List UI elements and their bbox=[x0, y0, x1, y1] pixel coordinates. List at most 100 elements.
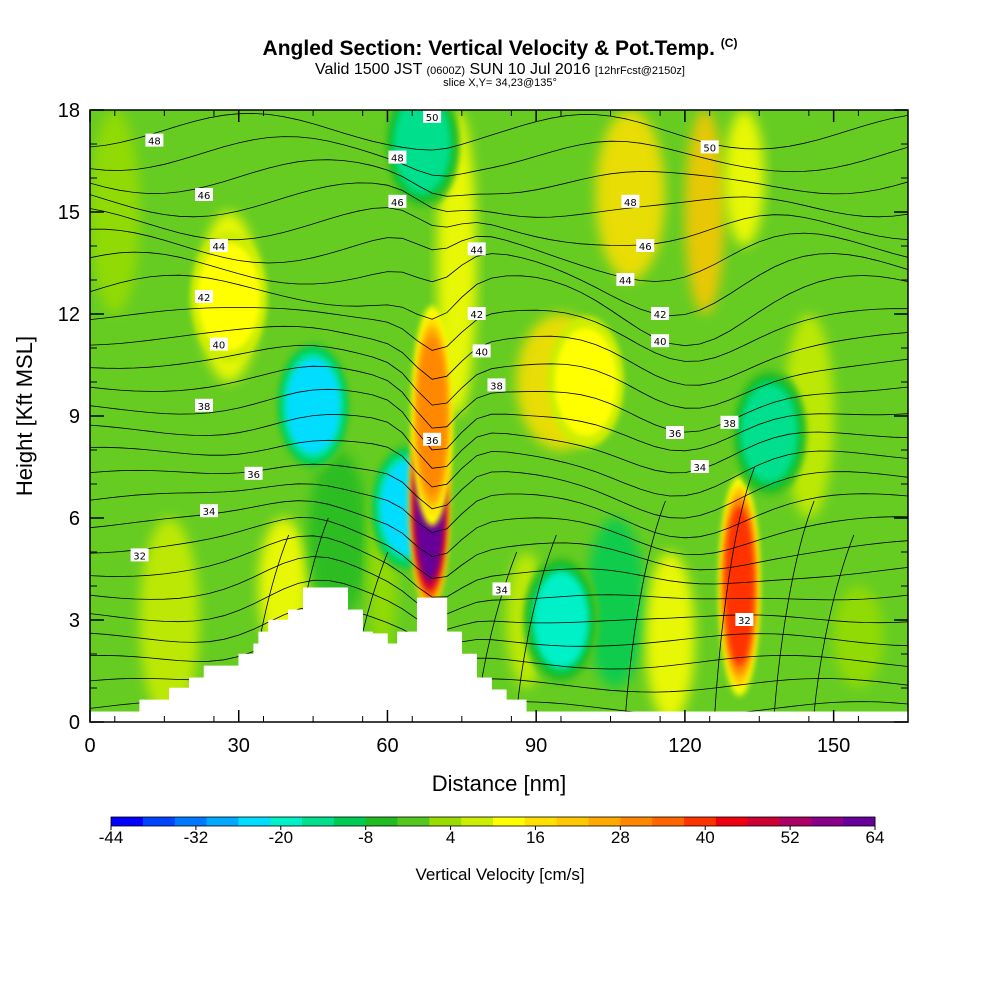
theta-contour-12 bbox=[90, 414, 908, 474]
contour-label-text: 48 bbox=[148, 137, 161, 148]
contour-label-text: 42 bbox=[654, 310, 667, 321]
y-tick-label: 9 bbox=[69, 406, 80, 428]
colorbar-swatch bbox=[174, 817, 207, 826]
contour-label-bg bbox=[651, 307, 670, 320]
forecast-info: [12hrFcst@2150z] bbox=[594, 65, 685, 77]
theta-contour-15 bbox=[90, 344, 908, 409]
y-axis-title: Height [Kft MSL] bbox=[12, 336, 37, 496]
chart-title: Angled Section: Vertical Velocity & Pot.… bbox=[0, 36, 1000, 61]
velocity-feature-8-ring-3 bbox=[201, 249, 257, 345]
theta-contour-24 bbox=[90, 136, 908, 177]
y-tick-label: 15 bbox=[58, 202, 80, 224]
x-tick-label: 90 bbox=[525, 735, 547, 757]
x-tick-label: 120 bbox=[668, 735, 701, 757]
contour-label-9: 50 bbox=[423, 109, 442, 124]
velocity-feature-0-ring-3 bbox=[285, 357, 341, 454]
surface-contour-8 bbox=[813, 534, 855, 716]
contour-label-26: 34 bbox=[690, 460, 709, 474]
contour-label-bg bbox=[200, 504, 218, 518]
y-tick-label: 0 bbox=[69, 712, 80, 734]
contour-label-text: 32 bbox=[133, 551, 146, 562]
contour-label-2: 44 bbox=[209, 239, 228, 253]
contour-label-bg bbox=[244, 466, 263, 480]
surface-contour-5 bbox=[625, 500, 666, 716]
colorbar-swatch bbox=[588, 817, 621, 826]
contour-label-bg bbox=[720, 415, 739, 429]
terrain-mask bbox=[90, 587, 908, 722]
colorbar-swatch bbox=[397, 817, 430, 826]
contour-label-text: 46 bbox=[639, 242, 652, 253]
contour-label-6: 36 bbox=[244, 466, 263, 481]
contour-label-17: 34 bbox=[492, 582, 511, 596]
contour-label-20: 46 bbox=[636, 239, 655, 253]
contour-label-bg bbox=[690, 460, 709, 473]
theta-contour-7 bbox=[90, 517, 908, 579]
theta-contour-16 bbox=[90, 325, 908, 386]
velocity-feature-6-ring-3 bbox=[741, 385, 797, 481]
contour-label-1: 46 bbox=[195, 188, 213, 202]
contour-label-text: 38 bbox=[198, 402, 211, 413]
colorbar-tick-label: 4 bbox=[446, 828, 455, 847]
contour-label-10: 48 bbox=[388, 150, 407, 165]
contour-label-text: 50 bbox=[703, 143, 716, 154]
theta-contour-17 bbox=[90, 307, 908, 362]
contour-label-bg bbox=[700, 140, 719, 154]
theta-contour-9 bbox=[90, 483, 908, 539]
contour-label-text: 34 bbox=[693, 463, 706, 474]
contour-label-text: 50 bbox=[426, 113, 439, 124]
x-tick-label: 0 bbox=[84, 735, 95, 757]
theta-contour-22 bbox=[90, 182, 908, 218]
colorbar-swatch bbox=[270, 817, 303, 826]
colorbar-tick-label: -32 bbox=[184, 828, 209, 847]
contour-label-text: 38 bbox=[490, 381, 503, 392]
title-unit-mark: (C) bbox=[720, 36, 738, 50]
x-tick-label: 150 bbox=[817, 735, 850, 757]
field-band-15 bbox=[90, 110, 140, 314]
colorbar-tick-label: 16 bbox=[526, 828, 545, 847]
contour-label-text: 44 bbox=[213, 242, 226, 253]
surface-contour-7 bbox=[773, 500, 815, 716]
valid-zulu: (0600Z) bbox=[426, 65, 466, 77]
colorbar-swatch bbox=[238, 817, 271, 826]
contour-label-8: 32 bbox=[130, 548, 149, 562]
slice-info: slice X,Y= 34,23@135° bbox=[443, 77, 557, 89]
contour-label-text: 48 bbox=[624, 198, 637, 209]
contour-label-bg bbox=[195, 188, 213, 201]
contour-label-bg bbox=[388, 194, 407, 208]
theta-contour-8 bbox=[90, 500, 908, 558]
contour-label-text: 42 bbox=[198, 293, 211, 304]
contour-label-bg bbox=[195, 398, 213, 412]
y-tick-label: 6 bbox=[69, 508, 80, 530]
colorbar-swatch bbox=[493, 817, 526, 826]
colorbar-swatch bbox=[811, 817, 844, 826]
contour-label-bg bbox=[735, 613, 754, 626]
theta-contour-19 bbox=[90, 251, 908, 317]
contour-label-text: 34 bbox=[203, 507, 216, 518]
theta-contour-20 bbox=[90, 228, 908, 282]
contour-label-text: 40 bbox=[213, 341, 226, 352]
colorbar-swatch bbox=[556, 817, 589, 826]
theta-contour-23 bbox=[90, 159, 908, 197]
colorbar-tick-label: -20 bbox=[268, 828, 293, 847]
contour-label-text: 46 bbox=[391, 198, 404, 209]
y-tick-label: 12 bbox=[58, 304, 80, 326]
theta-contour-10 bbox=[90, 463, 908, 519]
contour-label-bg bbox=[651, 334, 670, 348]
contour-label-11: 46 bbox=[388, 194, 407, 209]
colorbar-swatch bbox=[652, 817, 685, 826]
contour-label-bg bbox=[472, 344, 491, 358]
contour-label-text: 42 bbox=[470, 310, 483, 321]
colorbar-swatch bbox=[429, 817, 462, 826]
contour-label-25: 36 bbox=[666, 426, 684, 440]
contour-label-16: 36 bbox=[423, 432, 442, 447]
velocity-feature-5-ring-3 bbox=[724, 506, 755, 666]
colorbar-swatch bbox=[365, 817, 398, 826]
velocity-feature-3-ring-3 bbox=[417, 336, 447, 496]
contour-label-18: 50 bbox=[700, 140, 719, 154]
contour-label-bg bbox=[636, 239, 655, 252]
contour-label-27: 32 bbox=[735, 613, 754, 627]
theta-contour-4 bbox=[90, 579, 908, 630]
colorbar-swatch bbox=[333, 817, 367, 826]
